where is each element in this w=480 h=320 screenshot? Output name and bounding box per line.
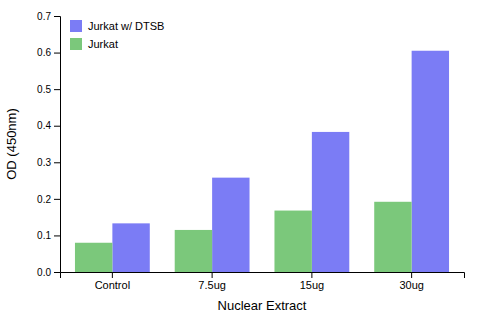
y-tick-mark	[54, 126, 60, 127]
y-tick-mark	[54, 53, 60, 54]
y-tick-mark	[54, 16, 60, 17]
y-tick-mark	[54, 272, 60, 273]
y-tick-label: 0.2	[37, 194, 51, 205]
x-tick: 15ug	[300, 272, 324, 291]
chart: 0.0 0.1 0.2 0.3 0.4 0.5 0.6 0.7 Control 7.5ug 15ug…	[0, 0, 480, 320]
x-tick: Control	[95, 272, 130, 291]
bar	[75, 243, 112, 272]
y-tick-mark	[54, 89, 60, 90]
x-tick-mark	[112, 272, 113, 278]
legend-item: Jurkat	[70, 38, 118, 50]
x-tick-label: 30ug	[399, 279, 423, 291]
y-tick-label: 0.5	[37, 84, 51, 95]
legend-swatch	[70, 20, 82, 32]
y-tick: 0.2	[37, 194, 60, 205]
y-tick-mark	[54, 199, 60, 200]
y-axis-title: OD (450nm)	[4, 108, 19, 180]
bar	[175, 230, 212, 272]
bar-series	[75, 202, 412, 272]
y-tick-label: 0.1	[37, 230, 51, 241]
x-tick-mark	[212, 272, 213, 278]
x-axis-title: Nuclear Extract	[218, 298, 307, 313]
x-tick-mark	[411, 272, 412, 278]
legend-swatch	[70, 38, 82, 50]
x-tick-mark	[311, 272, 312, 278]
y-tick-label: 0.6	[37, 47, 51, 58]
x-axis: Control 7.5ug 15ug 30ug	[61, 272, 465, 291]
x-tick-label: 7.5ug	[198, 279, 226, 291]
y-tick-label: 0.3	[37, 157, 51, 168]
y-tick: 0.4	[37, 120, 60, 131]
y-tick: 0.0	[37, 267, 60, 278]
y-axis-line	[54, 17, 61, 273]
bar	[112, 223, 149, 272]
legend-label: Jurkat w/ DTSB	[88, 20, 164, 32]
y-tick-mark	[54, 162, 60, 163]
y-tick-label: 0.7	[37, 11, 51, 22]
x-tick: 30ug	[399, 272, 423, 291]
y-axis: 0.0 0.1 0.2 0.3 0.4 0.5 0.6 0.7	[37, 11, 60, 278]
y-tick-label: 0.0	[37, 267, 51, 278]
bar-series	[112, 51, 449, 272]
y-tick-mark	[54, 235, 60, 236]
plot: 0.0 0.1 0.2 0.3 0.4 0.5 0.6 0.7 Control 7.5ug 15ug…	[37, 11, 464, 291]
y-tick-label: 0.4	[37, 120, 51, 131]
legend-item: Jurkat w/ DTSB	[70, 20, 164, 32]
y-tick: 0.6	[37, 47, 60, 58]
legend-label: Jurkat	[88, 38, 118, 50]
bar	[274, 211, 311, 272]
y-tick: 0.3	[37, 157, 60, 168]
bar	[312, 132, 349, 272]
bar	[412, 51, 449, 272]
legend: Jurkat w/ DTSB Jurkat	[70, 20, 164, 50]
bar	[212, 178, 249, 272]
y-tick: 0.7	[37, 11, 60, 22]
bar	[374, 202, 411, 272]
y-tick: 0.5	[37, 84, 60, 95]
x-tick-label: 15ug	[300, 279, 324, 291]
x-tick: 7.5ug	[198, 272, 226, 291]
bars	[75, 51, 449, 272]
x-tick-label: Control	[95, 279, 130, 291]
x-axis-line	[61, 273, 465, 279]
y-tick: 0.1	[37, 230, 60, 241]
